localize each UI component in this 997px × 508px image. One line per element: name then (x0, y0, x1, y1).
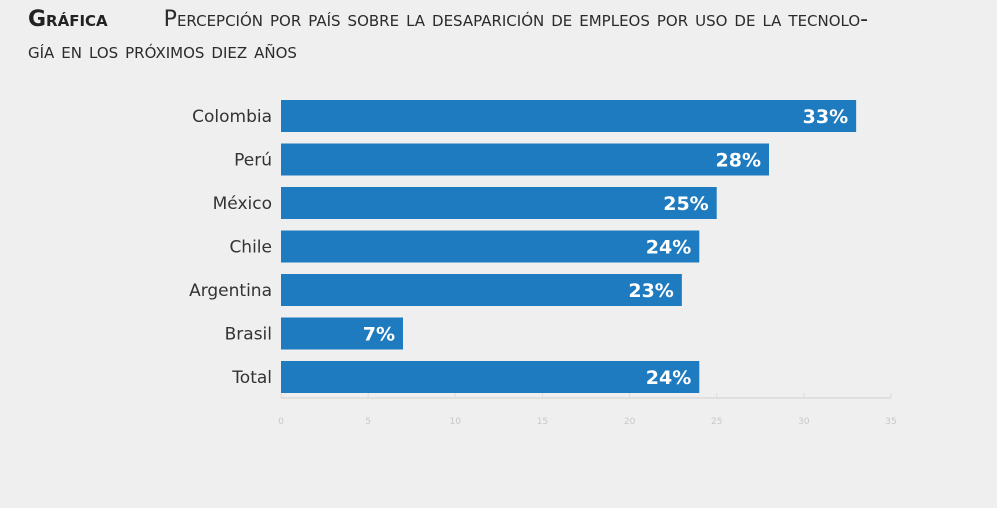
x-tick-label: 20 (624, 417, 636, 427)
bar (281, 143, 769, 176)
x-tick-label: 5 (365, 417, 371, 427)
x-tick-label: 15 (537, 417, 548, 427)
value-label: 7% (363, 324, 395, 346)
value-label: 24% (646, 237, 691, 259)
bar (281, 187, 717, 219)
x-tick-label: 35 (885, 417, 896, 427)
value-label: 24% (646, 367, 691, 389)
bar (281, 317, 403, 350)
category-label: Total (231, 368, 272, 388)
x-tick-label: 25 (711, 417, 722, 427)
value-label: 28% (716, 150, 761, 172)
category-label: Argentina (189, 281, 272, 301)
x-tick-label: 10 (450, 417, 462, 427)
bar (281, 100, 857, 132)
chart-title: Gráfica Percepción por país sobre la desa… (28, 4, 868, 68)
category-label: México (213, 194, 272, 214)
value-label: 23% (628, 280, 673, 302)
category-label: Colombia (192, 107, 272, 127)
category-label: Chile (229, 238, 272, 258)
bar (281, 274, 682, 306)
category-label: Perú (234, 151, 272, 171)
bar (281, 230, 700, 263)
category-label: Brasil (225, 325, 272, 345)
x-tick-label: 30 (798, 417, 810, 427)
bar (281, 361, 700, 393)
figure-tag: Gráfica (28, 7, 108, 32)
value-label: 33% (803, 106, 848, 128)
value-label: 25% (663, 193, 708, 215)
title-line-1: Percepción por país sobre la desaparició… (163, 7, 869, 32)
x-tick-label: 0 (278, 417, 284, 427)
title-line-2: gía en los próximos diez años (28, 39, 297, 64)
